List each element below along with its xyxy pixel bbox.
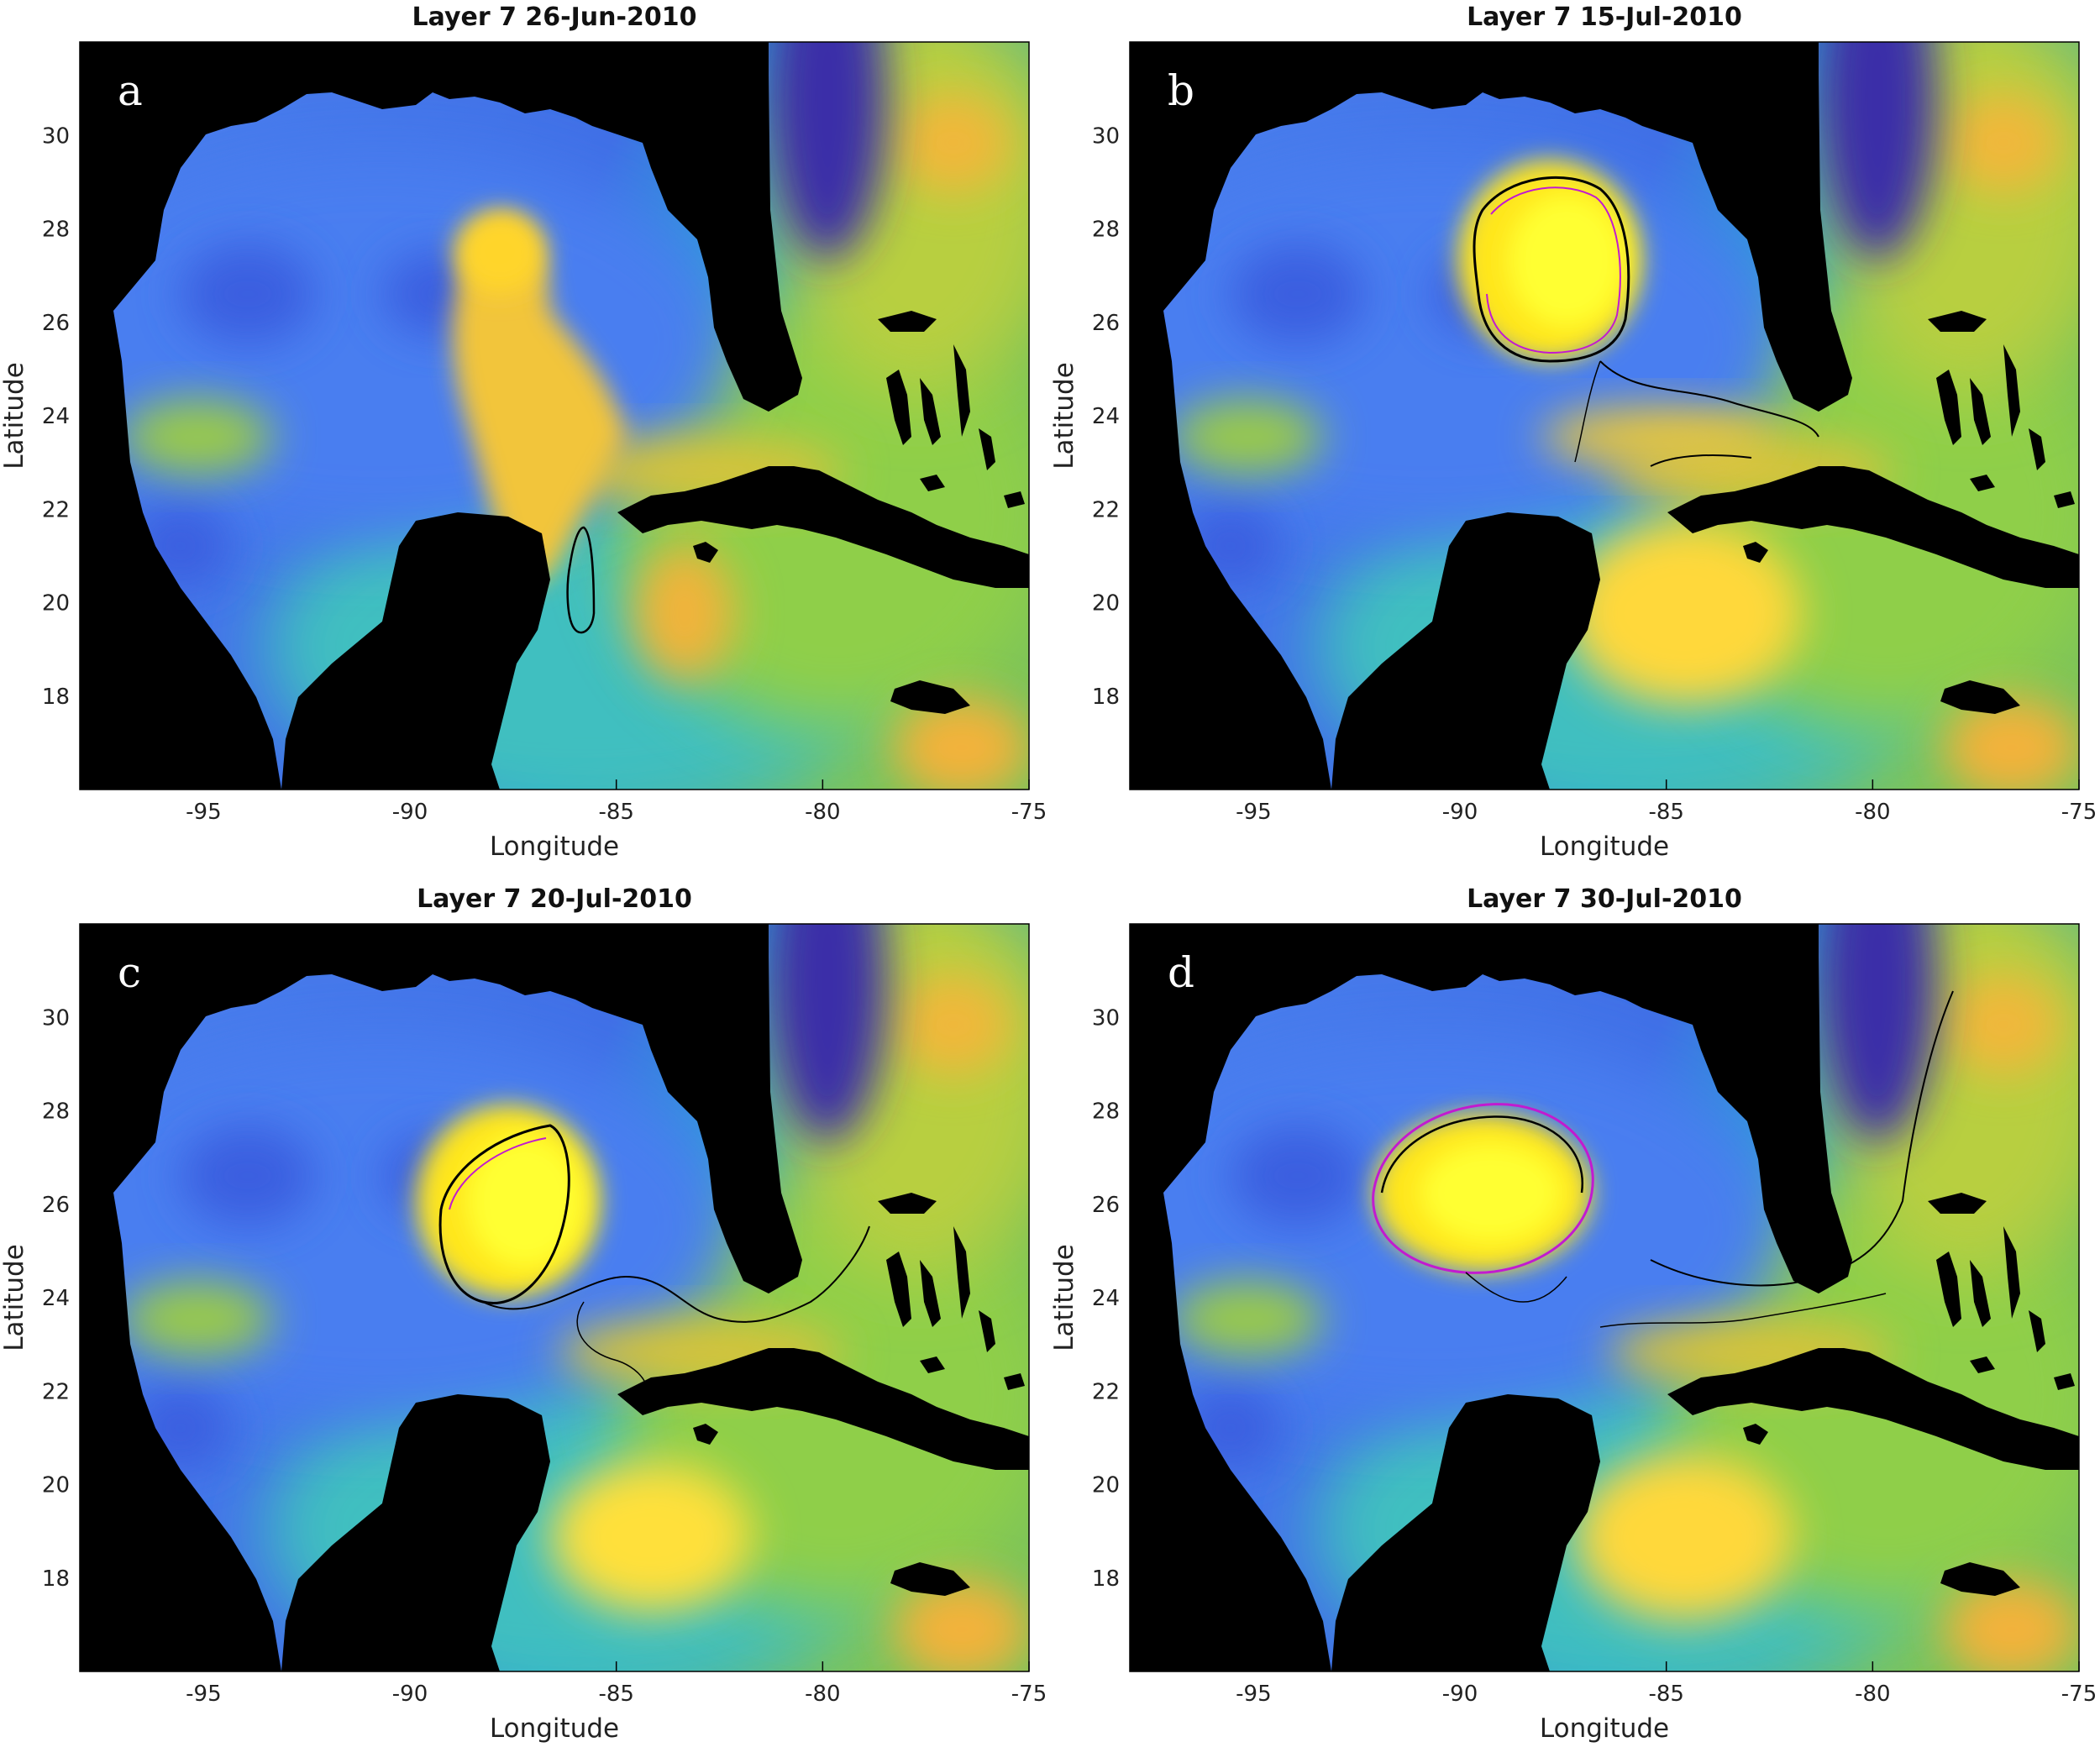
panel-a-title: Layer 7 26-Jun-2010	[412, 3, 697, 32]
x-axis-label: Longitude	[1540, 832, 1669, 862]
x-tick-label: -85	[598, 1682, 633, 1707]
panel-b	[1129, 41, 2080, 790]
x-tick-label: -75	[1011, 1682, 1047, 1707]
panel-d-label: d	[1168, 948, 1194, 997]
y-tick-label: 20	[1092, 591, 1120, 617]
x-tick-label: -75	[2061, 1682, 2097, 1707]
x-tick-label: -80	[1855, 1682, 1890, 1707]
y-tick-label: 20	[42, 591, 70, 617]
y-tick-label: 18	[1092, 685, 1120, 710]
x-tick-label: -80	[1855, 800, 1890, 825]
y-tick-label: 18	[1092, 1566, 1120, 1592]
x-tick-label: -95	[186, 1682, 221, 1707]
x-tick-label: -95	[186, 800, 221, 825]
x-axis-label: Longitude	[490, 1713, 619, 1744]
panel-c-label: c	[118, 948, 141, 997]
y-tick-label: 30	[1092, 1005, 1120, 1031]
axes-layer: -95 -90 -85 -80 -75 18 20 22 24 26 28 30 Longitude La…	[0, 123, 2097, 1744]
y-tick-label: 24	[42, 1286, 70, 1311]
y-tick-label: 28	[1092, 1099, 1120, 1125]
y-tick-label: 26	[1092, 311, 1120, 336]
x-tick-label: -95	[1236, 800, 1271, 825]
y-tick-label: 28	[1092, 218, 1120, 243]
panel-a-axes: -95 -90 -85 -80 -75 18 20 22 24 26 28 30 Longitude La…	[0, 123, 1047, 862]
panel-d	[1129, 923, 2080, 1672]
y-tick-label: 28	[42, 218, 70, 243]
panel-d-axes: -95 -90 -85 -80 -75 18 20 22 24 26 28 30 Longitude La…	[1049, 1005, 2097, 1744]
y-tick-label: 28	[42, 1099, 70, 1125]
y-tick-label: 26	[42, 1193, 70, 1218]
y-axis-label: Latitude	[0, 362, 29, 470]
panel-b-axes: -95 -90 -85 -80 -75 18 20 22 24 26 28 30 Longitude La…	[1049, 123, 2097, 862]
x-tick-label: -75	[1011, 800, 1047, 825]
y-tick-label: 20	[42, 1473, 70, 1498]
x-tick-label: -85	[598, 800, 633, 825]
panel-b-label: b	[1168, 66, 1194, 115]
panel-c	[79, 923, 1030, 1672]
y-tick-label: 20	[1092, 1473, 1120, 1498]
x-tick-label: -95	[1236, 1682, 1271, 1707]
y-tick-label: 22	[1092, 497, 1120, 522]
y-axis-label: Latitude	[0, 1244, 29, 1351]
y-axis-label: Latitude	[1049, 362, 1079, 470]
y-tick-label: 18	[42, 685, 70, 710]
x-tick-label: -80	[805, 800, 840, 825]
x-axis-label: Longitude	[1540, 1713, 1669, 1744]
y-tick-label: 22	[42, 1379, 70, 1404]
x-tick-label: -80	[805, 1682, 840, 1707]
panel-c-title: Layer 7 20-Jul-2010	[417, 884, 692, 914]
panel-b-title: Layer 7 15-Jul-2010	[1467, 3, 1742, 32]
y-tick-label: 24	[1092, 1286, 1120, 1311]
x-tick-label: -85	[1648, 1682, 1683, 1707]
y-tick-label: 22	[42, 497, 70, 522]
y-tick-label: 30	[1092, 123, 1120, 149]
y-tick-label: 22	[1092, 1379, 1120, 1404]
x-tick-label: -75	[2061, 800, 2097, 825]
x-tick-label: -90	[392, 1682, 428, 1707]
y-axis-label: Latitude	[1049, 1244, 1079, 1351]
x-axis-label: Longitude	[490, 832, 619, 862]
y-tick-label: 24	[42, 404, 70, 429]
y-tick-label: 24	[1092, 404, 1120, 429]
y-tick-label: 18	[42, 1566, 70, 1592]
panel-a	[79, 41, 1030, 790]
x-tick-label: -90	[392, 800, 428, 825]
y-tick-label: 26	[1092, 1193, 1120, 1218]
panel-a-label: a	[118, 66, 143, 115]
y-tick-label: 30	[42, 123, 70, 149]
x-tick-label: -90	[1442, 1682, 1478, 1707]
x-tick-label: -90	[1442, 800, 1478, 825]
panel-c-axes: -95 -90 -85 -80 -75 18 20 22 24 26 28 30 Longitude La…	[0, 1005, 1047, 1744]
panel-d-title: Layer 7 30-Jul-2010	[1467, 884, 1742, 914]
y-tick-label: 26	[42, 311, 70, 336]
y-tick-label: 30	[42, 1005, 70, 1031]
x-tick-label: -85	[1648, 800, 1683, 825]
